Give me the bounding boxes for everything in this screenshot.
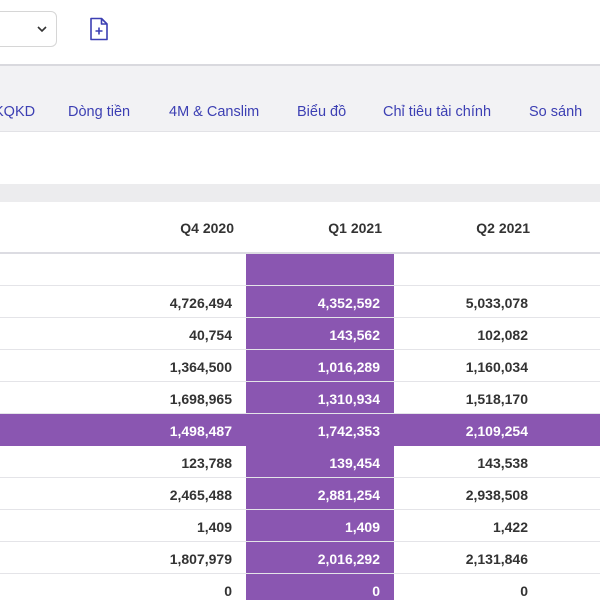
table-cell: 139,454 xyxy=(329,455,380,471)
table-cell: 1,409 xyxy=(196,519,232,535)
column-header-q1-2021[interactable]: Q1 2021 xyxy=(328,220,382,236)
table-cell: 143,538 xyxy=(477,455,528,471)
tab-4m-canslim[interactable]: 4M & Canslim xyxy=(169,104,260,120)
table-row[interactable]: 1,698,965 1,310,934 1,518,170 xyxy=(0,382,600,414)
table-cell: 1,364,500 xyxy=(169,359,232,375)
table-cell: 1,422 xyxy=(492,519,528,535)
table-cell: 123,788 xyxy=(181,455,232,471)
tab-chi-tieu-tai-chinh[interactable]: Chỉ tiêu tài chính xyxy=(383,104,492,120)
table-cell: 1,807,979 xyxy=(169,551,232,567)
table-row[interactable]: 1,364,500 1,016,289 1,160,034 xyxy=(0,350,600,382)
table-cell: 2,938,508 xyxy=(465,487,528,503)
table-cell: 1,518,170 xyxy=(465,391,528,407)
table-cell: 40,754 xyxy=(189,327,232,343)
table-cell: 2,881,254 xyxy=(317,487,380,503)
table-cell: 143,562 xyxy=(329,327,380,343)
table-row[interactable]: 40,754 143,562 102,082 xyxy=(0,318,600,350)
period-select[interactable] xyxy=(0,11,57,47)
tab-so-sanh[interactable]: So sánh xyxy=(529,104,583,120)
table-cell: 1,742,353 xyxy=(317,423,380,439)
toolbar xyxy=(0,0,600,64)
table-cell: 4,726,494 xyxy=(169,295,232,311)
table-cell: 0 xyxy=(372,583,380,599)
table-cell: 0 xyxy=(224,583,232,599)
table-cell: 2,109,254 xyxy=(465,423,528,439)
tab-kqkd[interactable]: KQKD xyxy=(0,104,36,120)
table-cell: 1,409 xyxy=(344,519,380,535)
tab-bieu-do[interactable]: Biểu đồ xyxy=(297,104,347,120)
column-header-q4-2020[interactable]: Q4 2020 xyxy=(180,220,234,236)
section-divider xyxy=(0,184,600,202)
chevron-down-icon xyxy=(37,26,47,33)
add-file-icon[interactable] xyxy=(89,17,109,41)
table-cell: 2,131,846 xyxy=(465,551,528,567)
table-cell: 2,465,488 xyxy=(169,487,232,503)
column-header-q2-2021[interactable]: Q2 2021 xyxy=(476,220,530,236)
table-row-highlighted[interactable]: 1,498,487 1,742,353 2,109,254 xyxy=(0,414,600,446)
table-row[interactable] xyxy=(0,254,600,286)
table-header: Q4 2020 Q1 2021 Q2 2021 xyxy=(0,202,600,254)
table-row[interactable]: 0 0 0 xyxy=(0,574,600,600)
table-cell: 4,352,592 xyxy=(317,295,380,311)
table-cell: 1,016,289 xyxy=(317,359,380,375)
table-row[interactable]: 1,409 1,409 1,422 xyxy=(0,510,600,542)
table-cell: 1,698,965 xyxy=(169,391,232,407)
table-cell: 1,160,034 xyxy=(465,359,528,375)
table-cell: 1,310,934 xyxy=(317,391,380,407)
table-row[interactable]: 4,726,494 4,352,592 5,033,078 xyxy=(0,286,600,318)
table-row[interactable]: 1,807,979 2,016,292 2,131,846 xyxy=(0,542,600,574)
tab-bar: KQKD Dòng tiền 4M & Canslim Biểu đồ Chỉ … xyxy=(0,64,600,132)
table-cell: 0 xyxy=(520,583,528,599)
table-cell: 102,082 xyxy=(477,327,528,343)
table-cell: 1,498,487 xyxy=(169,423,232,439)
table-cell: 5,033,078 xyxy=(465,295,528,311)
table-cell: 2,016,292 xyxy=(317,551,380,567)
table-row[interactable]: 123,788 139,454 143,538 xyxy=(0,446,600,478)
content-spacer xyxy=(0,132,600,184)
table-row[interactable]: 2,465,488 2,881,254 2,938,508 xyxy=(0,478,600,510)
tab-dong-tien[interactable]: Dòng tiền xyxy=(68,104,131,120)
